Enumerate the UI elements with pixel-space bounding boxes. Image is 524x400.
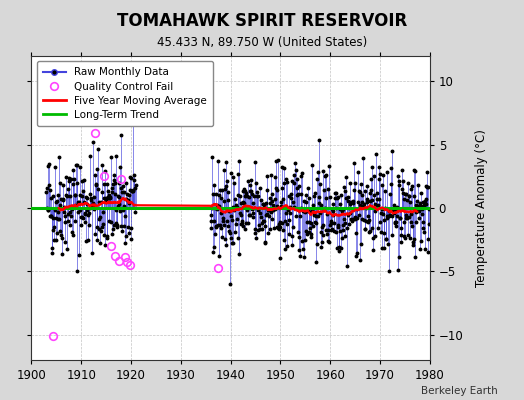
Y-axis label: Temperature Anomaly (°C): Temperature Anomaly (°C) (475, 129, 487, 287)
Legend: Raw Monthly Data, Quality Control Fail, Five Year Moving Average, Long-Term Tren: Raw Monthly Data, Quality Control Fail, … (37, 61, 213, 126)
Text: 45.433 N, 89.750 W (United States): 45.433 N, 89.750 W (United States) (157, 36, 367, 49)
Text: Berkeley Earth: Berkeley Earth (421, 386, 498, 396)
Text: TOMAHAWK SPIRIT RESERVOIR: TOMAHAWK SPIRIT RESERVOIR (117, 12, 407, 30)
